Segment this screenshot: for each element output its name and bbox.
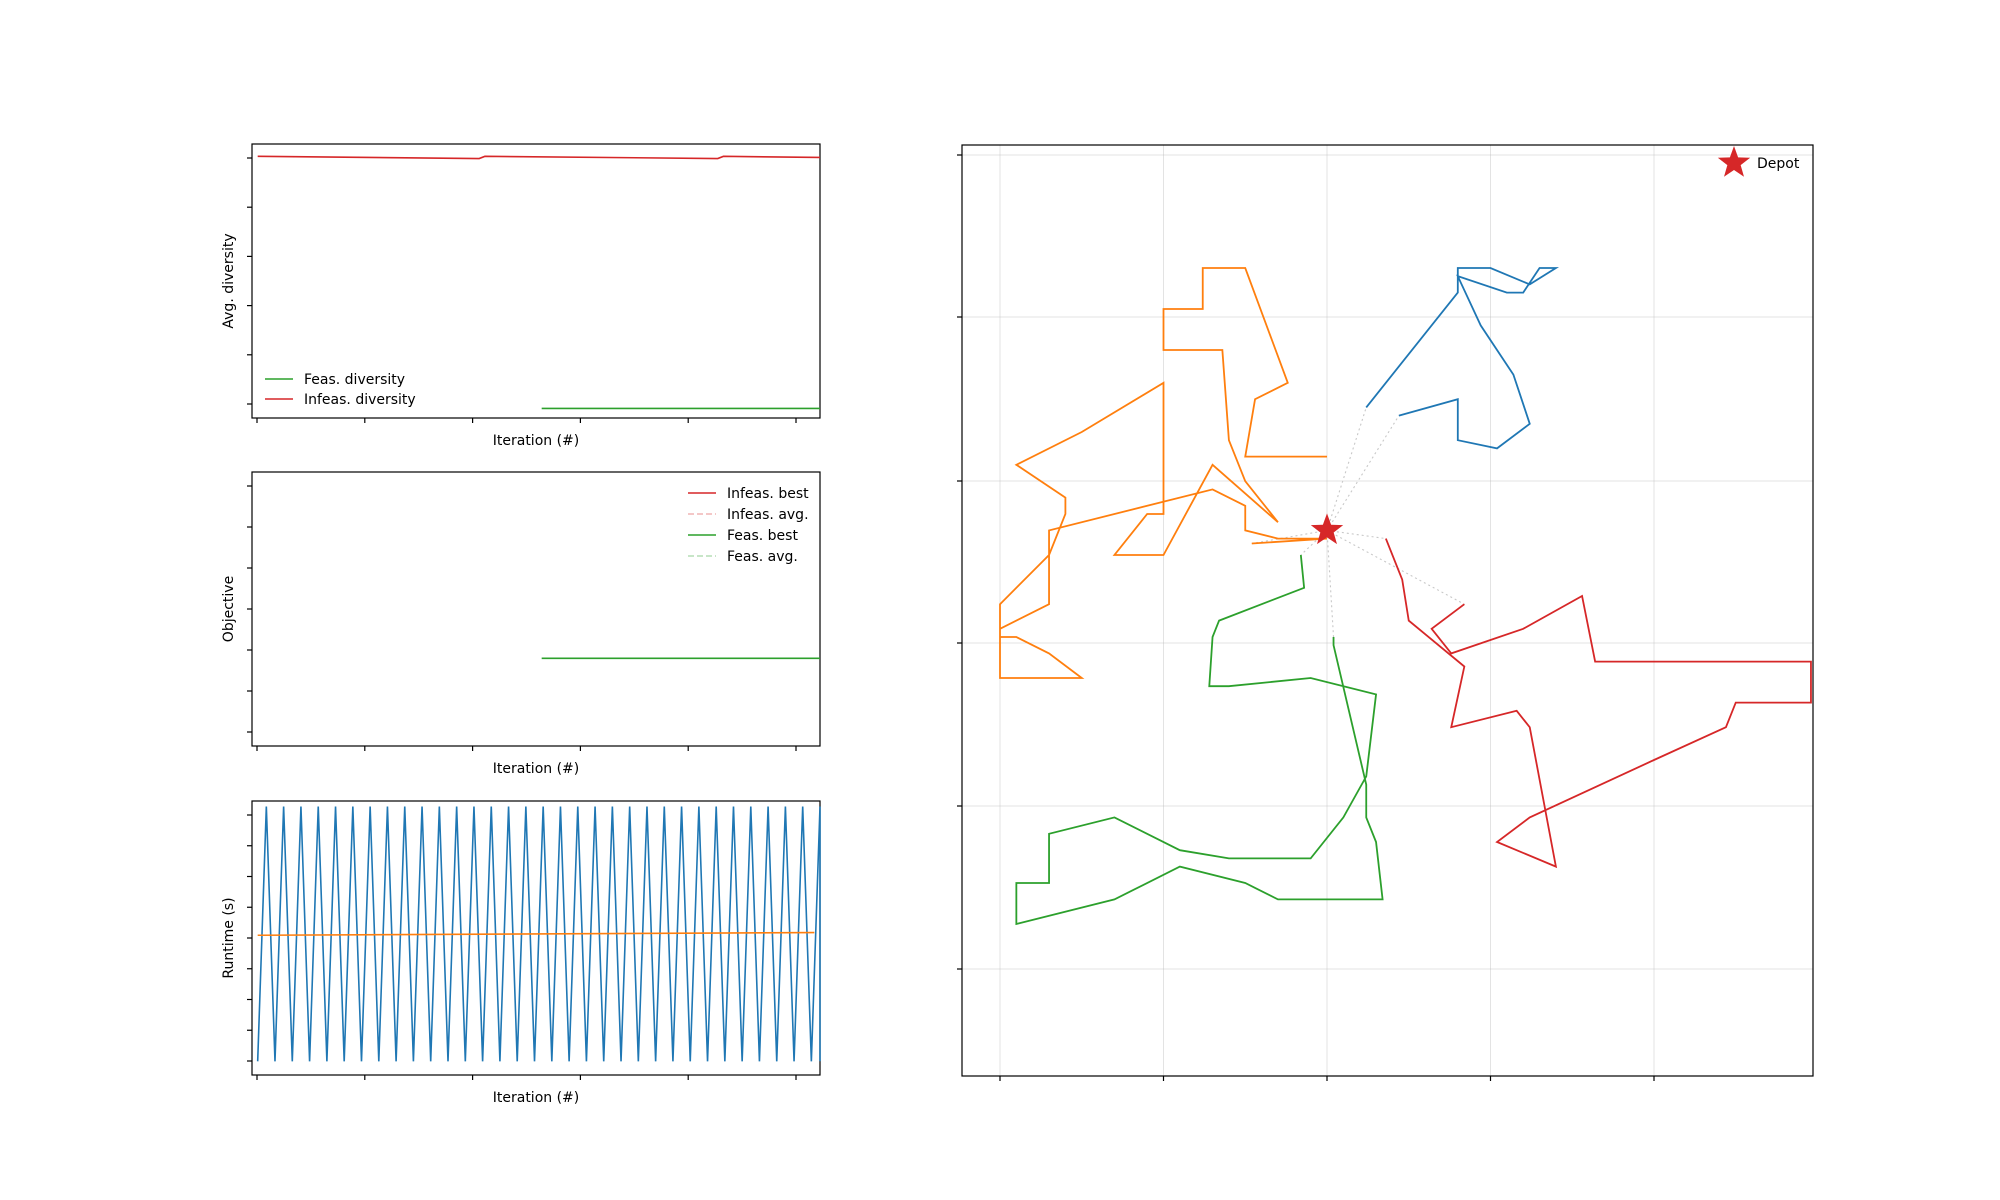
diversity-panel: Iteration (#) Avg. diversity Feas. diver… — [221, 143, 821, 449]
depot-legend-star-icon — [1717, 146, 1751, 177]
legend-label: Infeas. best — [727, 486, 809, 502]
routes-x-ticks — [999, 1076, 1655, 1081]
legend-label: Feas. diversity — [304, 372, 405, 388]
runtime-y-label: Runtime (s) — [221, 897, 237, 978]
diversity-y-label: Avg. diversity — [221, 233, 237, 328]
runtime-y-ticks — [247, 814, 252, 1062]
objective-x-label: Iteration (#) — [493, 761, 580, 777]
routes-panel: Depot — [957, 144, 1814, 1081]
objective-y-ticks — [247, 485, 252, 733]
diversity-series — [257, 155, 821, 410]
route-3 — [1015, 554, 1384, 926]
diversity-legend: Feas. diversity Infeas. diversity — [265, 372, 416, 408]
route-4 — [1385, 538, 1812, 869]
legend-label: Feas. best — [727, 528, 798, 544]
legend-label: Feas. avg. — [727, 549, 798, 565]
legend-label: Infeas. diversity — [304, 392, 416, 408]
diversity-x-ticks — [256, 418, 797, 423]
route-1 — [1365, 267, 1560, 450]
routes-axes-frame — [961, 144, 1814, 1077]
diversity-y-ticks — [247, 157, 252, 405]
depot-legend-label: Depot — [1757, 156, 1800, 172]
routes-legend: Depot — [1717, 146, 1800, 177]
routes-series — [999, 267, 1812, 926]
depot-star-icon — [1310, 513, 1344, 545]
legend-label: Infeas. avg. — [727, 507, 809, 523]
objective-y-label: Objective — [221, 576, 237, 642]
series-line-2-1 — [257, 931, 815, 937]
series-line-0-1 — [257, 155, 821, 160]
routes-y-ticks — [957, 154, 962, 970]
depot-link — [1326, 407, 1367, 531]
runtime-x-label: Iteration (#) — [493, 1090, 580, 1106]
diversity-axes-frame — [251, 143, 821, 419]
objective-panel: Iteration (#) Objective Infeas. bestInfe… — [221, 471, 821, 777]
route-2 — [999, 267, 1328, 679]
objective-legend: Infeas. best Infeas. avg. Feas. best Feas. … — [688, 486, 809, 565]
runtime-series — [256, 806, 821, 1062]
diversity-x-label: Iteration (#) — [493, 433, 580, 449]
objective-x-ticks — [256, 746, 797, 751]
series-line-2-0 — [256, 806, 821, 1062]
depot-marker — [1310, 513, 1344, 545]
routes-grid — [962, 145, 1813, 1076]
runtime-panel: Iteration (#) Runtime (s) — [221, 800, 821, 1106]
depot-link — [1326, 529, 1465, 605]
runtime-x-ticks — [256, 1075, 797, 1080]
